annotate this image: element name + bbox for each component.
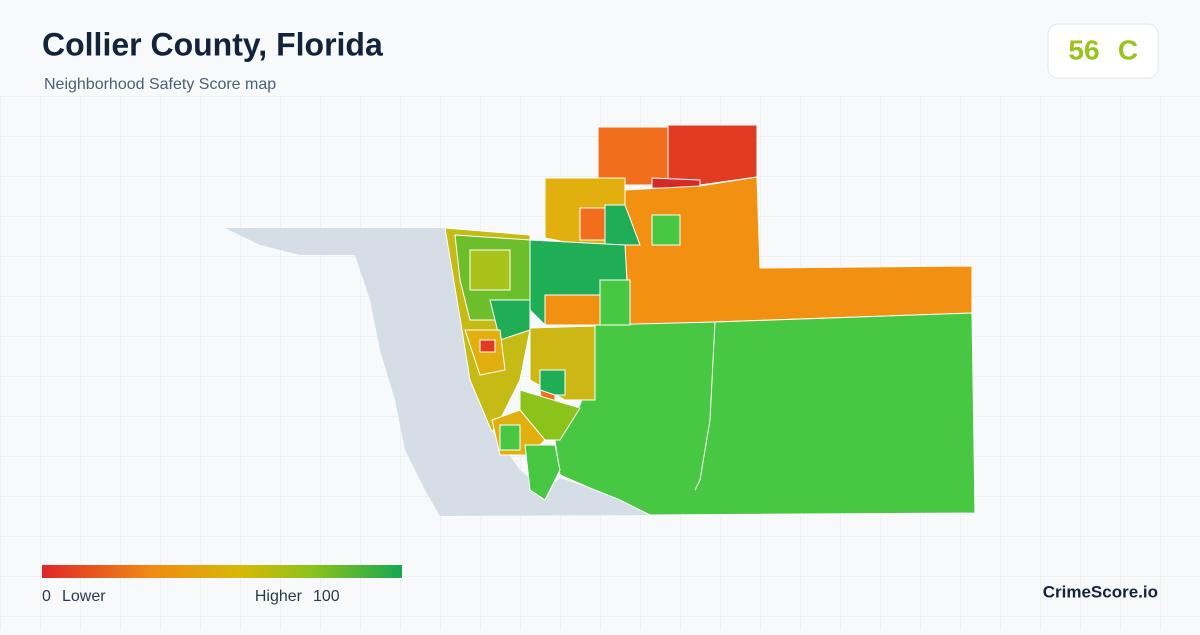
region	[599, 279, 631, 326]
score-value: 56	[1068, 34, 1099, 65]
region	[554, 312, 976, 516]
region	[667, 124, 758, 186]
region	[579, 207, 606, 241]
legend-min: 0	[42, 588, 51, 605]
badge-box	[1047, 23, 1159, 79]
region	[524, 444, 561, 501]
region	[651, 214, 681, 246]
region	[499, 424, 521, 451]
boundary	[694, 321, 716, 491]
subtitle: Neighborhood Safety Score map	[44, 76, 276, 93]
brand: CrimeScore.io	[1043, 582, 1158, 601]
score-badge: 56 C	[1047, 23, 1159, 79]
water	[225, 228, 650, 516]
region	[479, 339, 496, 353]
legend-scale	[42, 565, 402, 578]
region	[469, 249, 511, 291]
legend-max: 100	[313, 588, 340, 605]
region	[539, 369, 566, 396]
score-grade: C	[1118, 34, 1138, 65]
map	[225, 124, 976, 516]
legend-min-label: Lower	[62, 588, 106, 605]
legend-max-label: Higher	[255, 588, 303, 605]
region	[544, 294, 601, 326]
title: Collier County, Florida	[42, 26, 383, 62]
